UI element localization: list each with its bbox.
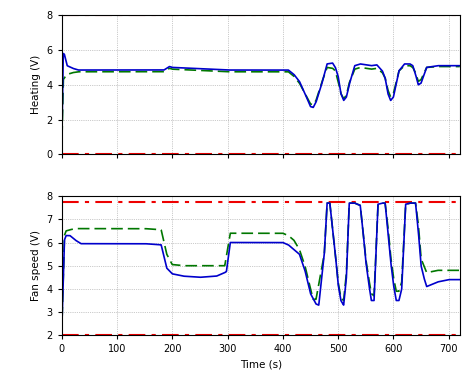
X-axis label: Time (s): Time (s) xyxy=(240,360,282,370)
Y-axis label: Fan speed (V): Fan speed (V) xyxy=(31,230,41,301)
Y-axis label: Heating (V): Heating (V) xyxy=(31,55,41,114)
